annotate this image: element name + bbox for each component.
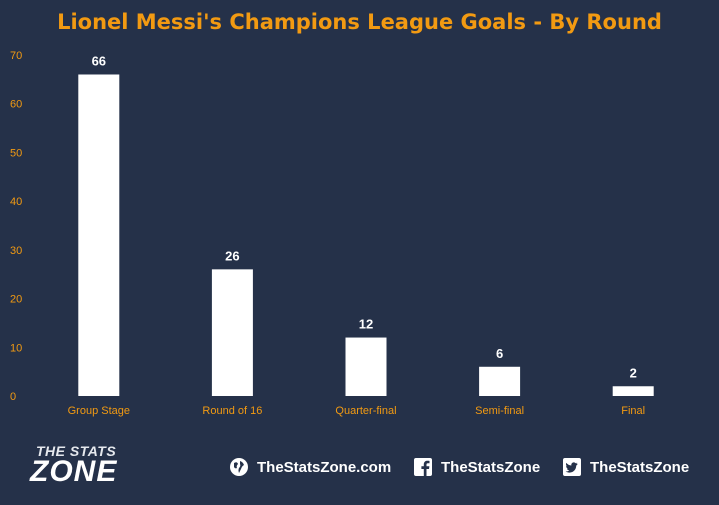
globe-icon <box>230 458 248 476</box>
website-link[interactable]: TheStatsZone.com <box>229 457 391 477</box>
x-tick-label: Group Stage <box>68 405 130 417</box>
twitter-icon <box>563 458 581 476</box>
data-label: 2 <box>630 365 637 380</box>
stats-zone-logo: THE STATS ZONE <box>30 441 160 491</box>
y-tick-label: 0 <box>10 391 16 403</box>
y-tick-label: 20 <box>10 294 22 306</box>
logo-line1: THE STATS <box>36 443 117 459</box>
facebook-link[interactable]: TheStatsZone <box>413 457 540 477</box>
y-tick-label: 30 <box>10 245 22 257</box>
twitter-text: TheStatsZone <box>590 458 690 476</box>
y-tick-label: 70 <box>10 50 22 62</box>
logo-line2: ZONE <box>30 455 118 488</box>
bar <box>211 269 253 396</box>
twitter-link[interactable]: TheStatsZone <box>562 457 689 477</box>
data-label: 6 <box>496 346 503 361</box>
x-tick-label: Semi-final <box>475 405 524 417</box>
chart-title: Lionel Messi's Champions League Goals - … <box>57 10 662 34</box>
x-tick-label: Final <box>621 405 645 417</box>
data-label: 26 <box>225 248 239 263</box>
bar <box>612 386 654 396</box>
data-label: 66 <box>92 53 106 68</box>
website-text: TheStatsZone.com <box>257 458 392 476</box>
x-tick-label: Round of 16 <box>202 405 262 417</box>
footer: THE STATS ZONE TheStatsZone.com TheStats… <box>0 435 719 505</box>
facebook-icon <box>414 458 432 476</box>
bar <box>345 337 387 396</box>
y-tick-label: 60 <box>10 99 22 111</box>
y-tick-label: 50 <box>10 147 22 159</box>
y-tick-label: 40 <box>10 196 22 208</box>
bar <box>479 366 521 396</box>
data-label: 12 <box>359 317 373 332</box>
y-tick-label: 10 <box>10 342 22 354</box>
bar <box>78 74 120 396</box>
x-tick-label: Quarter-final <box>335 405 396 417</box>
facebook-text: TheStatsZone <box>441 458 541 476</box>
